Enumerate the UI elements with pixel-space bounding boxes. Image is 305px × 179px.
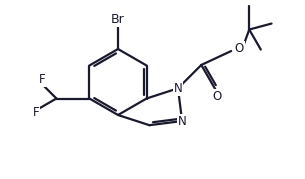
Text: Br: Br [111,13,125,25]
Text: N: N [174,82,182,95]
Text: O: O [235,42,244,55]
Text: O: O [213,90,222,103]
Text: F: F [39,73,45,86]
Text: N: N [178,115,186,128]
Text: F: F [33,106,39,119]
